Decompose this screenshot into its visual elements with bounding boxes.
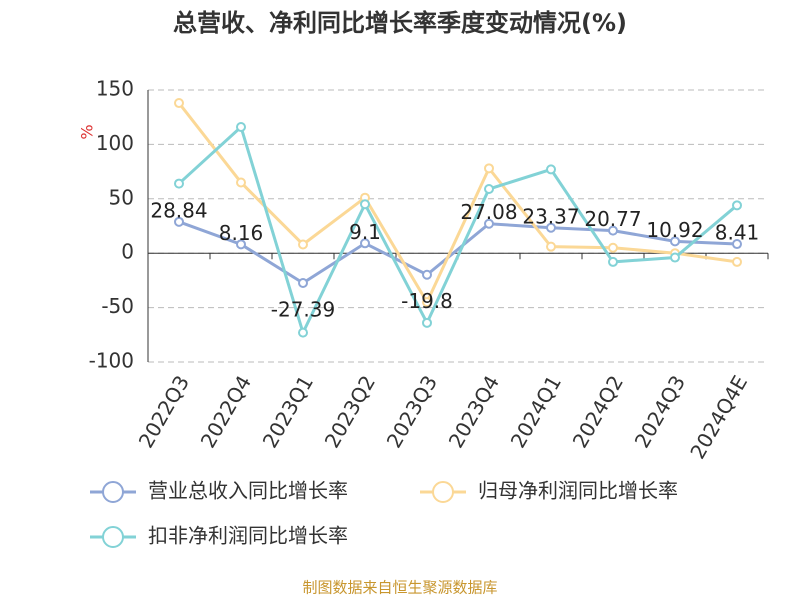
data-point — [236, 177, 246, 188]
chart-title: 总营收、净利同比增长率季度变动情况(%) — [173, 9, 627, 37]
x-tick-label: 2024Q3 — [630, 371, 690, 452]
data-label: 23.37 — [522, 204, 579, 228]
data-point — [422, 269, 432, 280]
y-tick-label: 150 — [96, 77, 134, 101]
data-point — [732, 200, 742, 211]
y-tick-label: 100 — [96, 131, 134, 155]
data-point — [236, 121, 246, 132]
source-note: 制图数据来自恒生聚源数据库 — [302, 579, 497, 597]
data-point — [484, 218, 494, 229]
x-tick-label: 2024Q4E — [685, 371, 752, 463]
data-point — [174, 178, 184, 189]
series-line — [177, 124, 738, 337]
x-tick-label: 2024Q1 — [506, 371, 566, 452]
legend-marker — [102, 481, 124, 503]
legend-label: 扣非净利润同比增长率 — [148, 524, 348, 548]
x-tick-label: 2023Q1 — [258, 371, 318, 452]
data-label: -19.8 — [401, 289, 453, 313]
data-point — [298, 327, 308, 338]
x-tick-label: 2023Q4 — [444, 371, 504, 452]
legend-item: 归母净利润同比增长率 — [420, 479, 678, 503]
data-point — [546, 164, 556, 175]
data-label: 10.92 — [646, 218, 703, 242]
y-axis-label: % — [78, 124, 97, 139]
data-point — [174, 98, 184, 109]
data-point — [360, 199, 370, 210]
data-label: 9.1 — [349, 220, 381, 244]
data-point — [484, 163, 494, 174]
x-tick-label: 2023Q2 — [320, 371, 380, 452]
data-point — [546, 222, 556, 233]
data-point — [732, 256, 742, 267]
legend-label: 营业总收入同比增长率 — [148, 479, 348, 503]
data-point — [236, 239, 246, 250]
data-label: 28.84 — [150, 198, 207, 222]
x-tick-label: 2022Q4 — [196, 371, 256, 452]
data-point — [608, 242, 618, 253]
series-line — [178, 220, 738, 285]
y-tick-label: 50 — [109, 185, 134, 209]
data-point — [732, 239, 742, 250]
y-tick-label: -100 — [89, 349, 134, 373]
x-tick-label: 2024Q2 — [568, 371, 628, 452]
data-point — [298, 278, 308, 289]
data-point — [608, 256, 618, 267]
x-tick-label: 2022Q3 — [134, 371, 194, 452]
data-point — [546, 241, 556, 252]
data-label: 8.16 — [219, 221, 264, 245]
data-label: 27.08 — [460, 200, 517, 224]
data-label: 8.41 — [715, 221, 760, 245]
y-tick-label: 0 — [121, 240, 134, 264]
legend-item: 营业总收入同比增长率 — [90, 479, 348, 503]
y-tick-label: -50 — [101, 294, 134, 318]
data-label: 20.77 — [584, 207, 641, 231]
data-point — [422, 317, 432, 328]
data-point — [670, 236, 680, 247]
data-point — [670, 252, 680, 263]
data-point — [608, 225, 618, 236]
series-line — [177, 102, 738, 306]
x-tick-label: 2023Q3 — [382, 371, 442, 452]
data-point — [422, 297, 432, 308]
data-point — [360, 238, 370, 249]
legend-marker — [102, 526, 124, 548]
data-label: -27.39 — [271, 298, 335, 322]
data-point — [174, 216, 184, 227]
data-point — [298, 239, 308, 250]
data-point — [484, 184, 494, 195]
legend-item: 扣非净利润同比增长率 — [90, 524, 348, 548]
legend-marker — [432, 481, 454, 503]
legend-label: 归母净利润同比增长率 — [478, 479, 678, 503]
